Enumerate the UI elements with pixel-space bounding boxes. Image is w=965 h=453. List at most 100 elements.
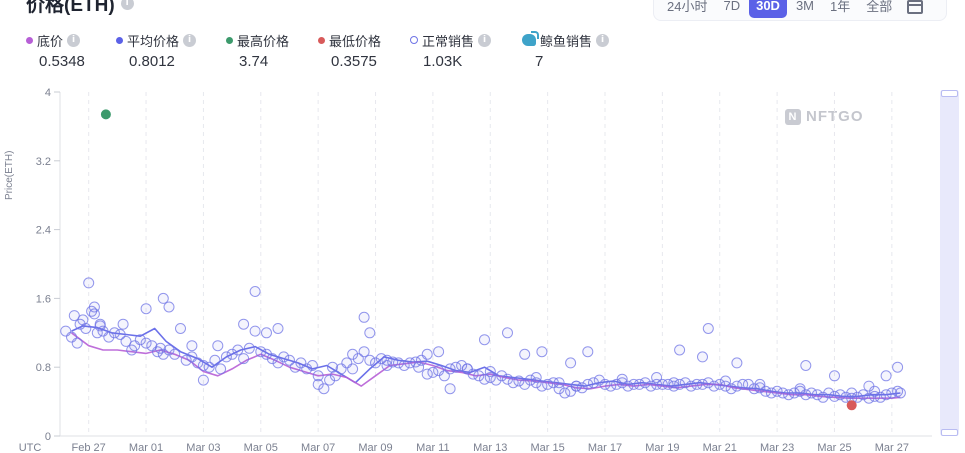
sale-point (318, 383, 330, 395)
sale-point (91, 327, 103, 339)
sale-point (266, 353, 278, 365)
sale-point (502, 327, 513, 339)
sale-point (668, 380, 680, 392)
sale-point (284, 354, 295, 366)
sale-point (611, 378, 622, 390)
range-3m-button[interactable]: 3M (795, 0, 815, 13)
sale-point (742, 378, 754, 390)
sale-point (438, 370, 450, 382)
sale-point (140, 337, 152, 349)
sale-point (605, 380, 617, 392)
sale-point (863, 392, 875, 404)
sale-point (375, 353, 387, 365)
sale-point (163, 301, 175, 313)
sale-point (811, 389, 823, 401)
info-icon[interactable]: i (478, 33, 492, 47)
sale-point (679, 377, 691, 389)
stat-highest-price[interactable]: 最高价格 3.74 (226, 31, 289, 70)
sale-point (456, 360, 468, 371)
sale-point (519, 348, 531, 360)
sale-point (570, 380, 582, 392)
range-24h-button[interactable]: 24小时 (667, 0, 708, 14)
sale-point (565, 385, 577, 397)
sale-point (238, 318, 250, 330)
whale-icon (522, 31, 539, 46)
x-tick-label: Mar 09 (358, 442, 392, 453)
x-tick-label: Mar 05 (244, 442, 278, 453)
x-tick-label: Mar 13 (473, 442, 507, 453)
sale-point (754, 378, 766, 390)
highest-price-dot-icon (226, 36, 233, 44)
sale-point (134, 334, 146, 346)
sale-point (484, 366, 496, 377)
x-tick-label: Mar 19 (645, 442, 679, 453)
sale-point (869, 390, 881, 402)
x-tick-label: Mar 11 (416, 442, 449, 453)
sale-point (175, 323, 186, 334)
sale-point (215, 363, 227, 375)
sale-point (140, 303, 152, 315)
sale-point (341, 357, 353, 369)
sale-point (553, 377, 565, 389)
sale-point (272, 323, 284, 334)
y-tick-label: 4 (45, 87, 51, 99)
sale-point (232, 344, 244, 356)
sale-point (410, 356, 422, 368)
sale-point (312, 378, 324, 390)
stat-floor-price[interactable]: 底价 i 0.5348 (26, 31, 85, 70)
sale-point (823, 387, 835, 399)
sale-point (364, 327, 376, 339)
sale-point (788, 387, 800, 399)
stat-value: 1.03K (423, 53, 463, 70)
sale-point (645, 380, 657, 392)
sale-point (146, 340, 158, 352)
calendar-icon[interactable] (907, 0, 924, 14)
zoom-slider-bottom-handle[interactable] (941, 429, 958, 436)
info-icon[interactable]: i (67, 33, 81, 47)
sale-point (335, 363, 347, 375)
sale-point (249, 286, 261, 297)
sale-point (588, 377, 599, 389)
y-tick-label: 0 (45, 431, 51, 443)
range-all-button[interactable]: 全部 (866, 0, 893, 14)
sale-point (542, 378, 554, 390)
sale-point (154, 342, 166, 354)
sale-point (192, 357, 204, 369)
sale-point (324, 374, 336, 386)
sale-point (800, 389, 812, 401)
sale-point (74, 318, 86, 330)
info-icon[interactable]: i (183, 33, 197, 47)
sale-point (347, 363, 359, 375)
sale-point (800, 360, 812, 371)
sale-point (513, 375, 525, 387)
stat-average-price[interactable]: 平均价格 i 0.8012 (116, 31, 197, 70)
x-tick-label: Mar 01 (129, 442, 163, 453)
range-1y-button[interactable]: 1年 (830, 0, 851, 14)
zoom-slider[interactable] (940, 90, 959, 436)
sale-point (86, 305, 98, 317)
stat-label: 底价 (37, 33, 64, 49)
x-tick-label-utc: UTC (19, 442, 42, 453)
sale-point (289, 361, 301, 373)
stat-normal-sales[interactable]: 正常销售 i 1.03K (410, 31, 492, 70)
zoom-slider-top-handle[interactable] (941, 90, 958, 97)
sale-point (484, 372, 496, 383)
sale-point (94, 320, 106, 332)
range-30d-button[interactable]: 30D (749, 0, 787, 18)
sale-point (857, 389, 869, 401)
sale-point (496, 370, 508, 382)
y-tick-label: 2.4 (36, 225, 51, 237)
range-7d-button[interactable]: 7D (723, 0, 741, 13)
sale-point (530, 372, 542, 383)
sale-point (88, 308, 100, 320)
info-icon[interactable]: i (120, 0, 134, 10)
stat-whale-sales[interactable]: 鲸鱼销售 i 7 (522, 31, 610, 70)
stat-lowest-price[interactable]: 最低价格 0.3575 (318, 31, 381, 70)
info-icon[interactable]: i (596, 33, 610, 47)
sale-point (226, 348, 238, 360)
sale-point (60, 325, 72, 337)
sale-point (536, 346, 548, 358)
sale-point (668, 377, 680, 389)
sale-point (209, 354, 221, 366)
sale-point (327, 361, 338, 373)
